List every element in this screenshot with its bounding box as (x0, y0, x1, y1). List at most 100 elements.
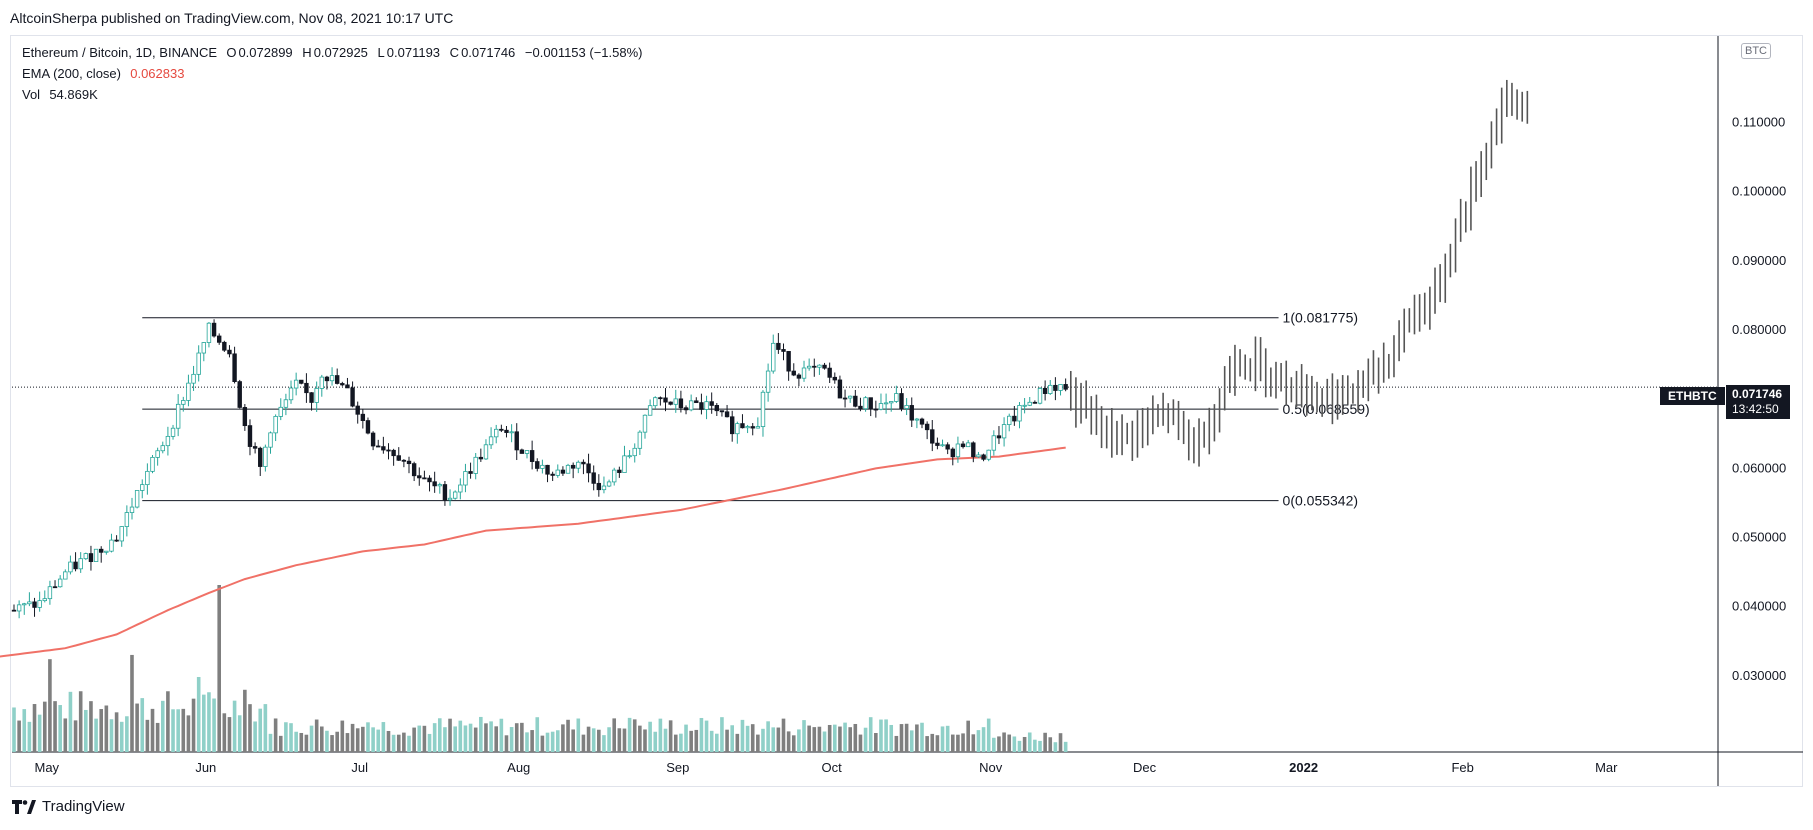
candle-body (458, 484, 463, 493)
volume-bar (766, 721, 770, 752)
legend-high-label: H (302, 45, 312, 60)
candle-body (1053, 384, 1058, 391)
volume-bar (874, 733, 878, 752)
volume-bar (833, 724, 837, 752)
y-tick-label: 0.080000 (1732, 322, 1786, 337)
candle-body (1032, 401, 1038, 404)
volume-bar (868, 717, 873, 752)
candle-body (704, 401, 709, 410)
volume-bar (407, 735, 411, 752)
volume-bar (617, 728, 622, 752)
candle-body (68, 561, 73, 573)
candle-body (791, 370, 796, 376)
candle-body (883, 402, 889, 405)
volume-bar (1043, 732, 1047, 752)
ema-200-line (0, 446, 1066, 658)
volume-bar (104, 705, 109, 752)
volume-bar (17, 720, 21, 752)
volume-bar (1022, 736, 1027, 752)
volume-bar (273, 718, 278, 752)
candle-body (283, 399, 289, 408)
candle-body (678, 398, 684, 409)
volume-bar (997, 736, 1001, 752)
tradingview-brand: TradingView (42, 798, 125, 815)
candle-body (960, 443, 966, 448)
volume-bar (704, 720, 709, 752)
candle-body (16, 604, 22, 612)
candle-body (299, 379, 304, 384)
volume-bar (1007, 734, 1012, 752)
volume-bar (848, 727, 852, 752)
legend-ema[interactable]: EMA (200, close) 0.062833 (22, 66, 186, 81)
volume-bar (838, 726, 842, 752)
volume-bar (1063, 741, 1068, 752)
candle-body (776, 342, 781, 350)
volume-bar (750, 724, 755, 752)
legend-volume[interactable]: Vol 54.869K (22, 87, 100, 102)
volume-bar (730, 725, 734, 752)
x-tick-label: Dec (1133, 760, 1157, 775)
candle-body (309, 392, 314, 403)
candle-body (581, 461, 586, 465)
volume-bar (797, 729, 801, 752)
volume-bar (776, 727, 781, 752)
currency-badge[interactable]: BTC (1741, 43, 1771, 59)
candle-body (406, 460, 412, 465)
volume-bar (945, 725, 950, 752)
candle-body (765, 370, 771, 393)
volume-bar (253, 721, 257, 752)
volume-bar (812, 727, 817, 752)
volume-bar (1053, 742, 1058, 752)
candle-body (155, 450, 160, 458)
candle-body (427, 477, 432, 483)
volume-bar (822, 731, 827, 752)
candle-body (842, 397, 848, 400)
volume-bar (591, 728, 596, 752)
candle-body (324, 376, 330, 382)
volume-bar (355, 728, 360, 752)
candle-body (468, 471, 473, 474)
candle-body (473, 456, 478, 474)
volume-bar (443, 727, 447, 752)
volume-bar (258, 708, 263, 752)
candle-body (904, 405, 909, 409)
y-tick-label: 0.110000 (1732, 114, 1785, 129)
volume-bar (735, 733, 740, 752)
volume-bar (561, 724, 565, 752)
candle-body (334, 375, 340, 384)
volume-bar (89, 701, 93, 752)
candle-body (822, 364, 827, 369)
candle-body (930, 429, 935, 444)
volume-bar (145, 719, 150, 752)
candle-body (22, 603, 27, 606)
candle-body (370, 432, 376, 447)
volume-bar (602, 735, 606, 752)
candle-body (227, 349, 232, 355)
volume-bar (802, 720, 806, 752)
x-tick-label: May (34, 760, 59, 775)
candle-body (52, 586, 58, 589)
volume-bar (904, 723, 909, 752)
candle-body (524, 450, 530, 454)
volume-bar (350, 723, 355, 752)
candle-body (432, 481, 437, 487)
candle-body (181, 400, 186, 405)
candle-body (258, 447, 263, 467)
volume-bar (422, 725, 427, 752)
volume-bar (971, 734, 976, 752)
candle-body (894, 393, 899, 402)
volume-bar (48, 659, 52, 752)
candle-body (273, 416, 278, 434)
x-tick-label: Aug (507, 760, 530, 775)
candle-body (88, 553, 94, 562)
volume-bar (699, 717, 704, 752)
volume-bar (330, 735, 334, 752)
volume-bar (314, 719, 319, 752)
candle-body (365, 420, 371, 434)
volume-bar (294, 731, 298, 752)
volume-bar (520, 722, 524, 752)
volume-bar (899, 724, 904, 752)
last-price-value: 0.071746 (1732, 387, 1783, 401)
tradingview-logo[interactable]: TradingView (12, 798, 125, 815)
